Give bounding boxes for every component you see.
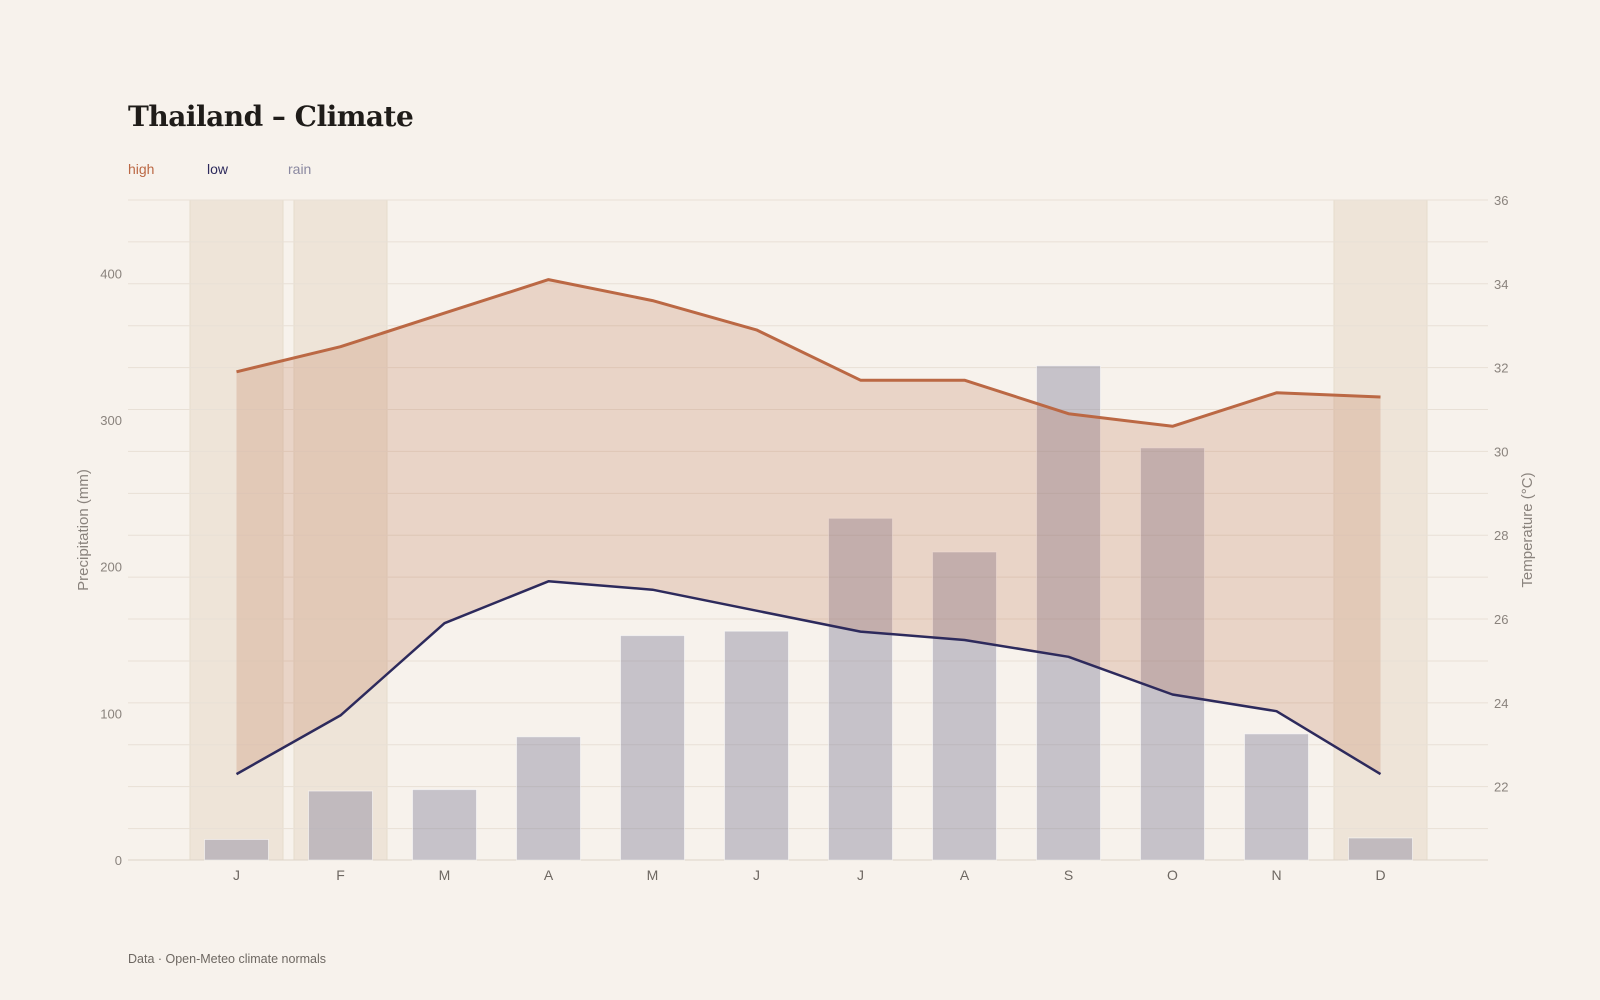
highlight-band (293, 199, 388, 861)
x-tick-label: M (647, 867, 659, 883)
source-note: Data · Open-Meteo climate normals (128, 952, 326, 966)
low-temp-line (235, 580, 1382, 776)
temp-range-area (236, 279, 1381, 775)
rain-bar (932, 551, 997, 861)
axis-ticks: 0 100 200 300 400 22 24 26 28 30 32 34 36 J F M A M J J A S O N… (100, 193, 1508, 883)
rain-bar (412, 789, 477, 861)
rain-bar (1348, 837, 1413, 861)
y-tick-label: 200 (100, 560, 122, 575)
y2-tick-label: 22 (1494, 780, 1508, 795)
x-tick-label: O (1167, 867, 1178, 883)
x-tick-label: M (439, 867, 451, 883)
legend-low: low (207, 161, 229, 177)
x-tick-label: S (1064, 867, 1073, 883)
y-tick-label: 100 (100, 706, 122, 721)
y2-tick-label: 24 (1494, 696, 1508, 711)
chart-title: Thailand – Climate (128, 100, 414, 133)
legend-rain: rain (288, 161, 312, 177)
highlight-band (189, 199, 284, 861)
y-axis-label: Precipitation (mm) (75, 469, 92, 591)
y2-tick-label: 32 (1494, 361, 1508, 376)
rain-bar (724, 630, 789, 861)
rain-bar (1036, 365, 1101, 861)
x-tick-label: A (960, 867, 970, 883)
high-temp-line (236, 278, 1381, 428)
rain-bar (828, 517, 893, 861)
rain-bar (308, 790, 373, 861)
x-tick-label: J (857, 867, 864, 883)
x-tick-label: J (233, 867, 240, 883)
temp-range-area-shape (236, 279, 1381, 775)
y2-tick-label: 26 (1494, 612, 1508, 627)
highlight-bands (189, 199, 1428, 861)
x-tick-label: J (753, 867, 760, 883)
y-tick-label: 0 (115, 853, 122, 868)
y2-axis-label: Temperature (°C) (1519, 472, 1536, 587)
y2-tick-label: 34 (1494, 277, 1508, 292)
legend-high: high (128, 161, 155, 177)
y-tick-label: 300 (100, 413, 122, 428)
rain-bar (1140, 447, 1205, 861)
temp-lines (235, 278, 1382, 776)
x-tick-label: N (1271, 867, 1281, 883)
rain-bars (204, 365, 1413, 861)
y2-tick-label: 36 (1494, 193, 1508, 208)
x-tick-label: F (336, 867, 345, 883)
rain-bar (516, 736, 581, 861)
y-tick-label: 400 (100, 266, 122, 281)
rain-bar (1244, 733, 1309, 861)
rain-bar (204, 838, 269, 861)
y2-tick-label: 30 (1494, 444, 1508, 459)
rain-bar (620, 635, 685, 861)
highlight-band (1333, 199, 1428, 861)
x-tick-label: D (1375, 867, 1385, 883)
x-tick-label: A (544, 867, 554, 883)
y2-tick-label: 28 (1494, 528, 1508, 543)
